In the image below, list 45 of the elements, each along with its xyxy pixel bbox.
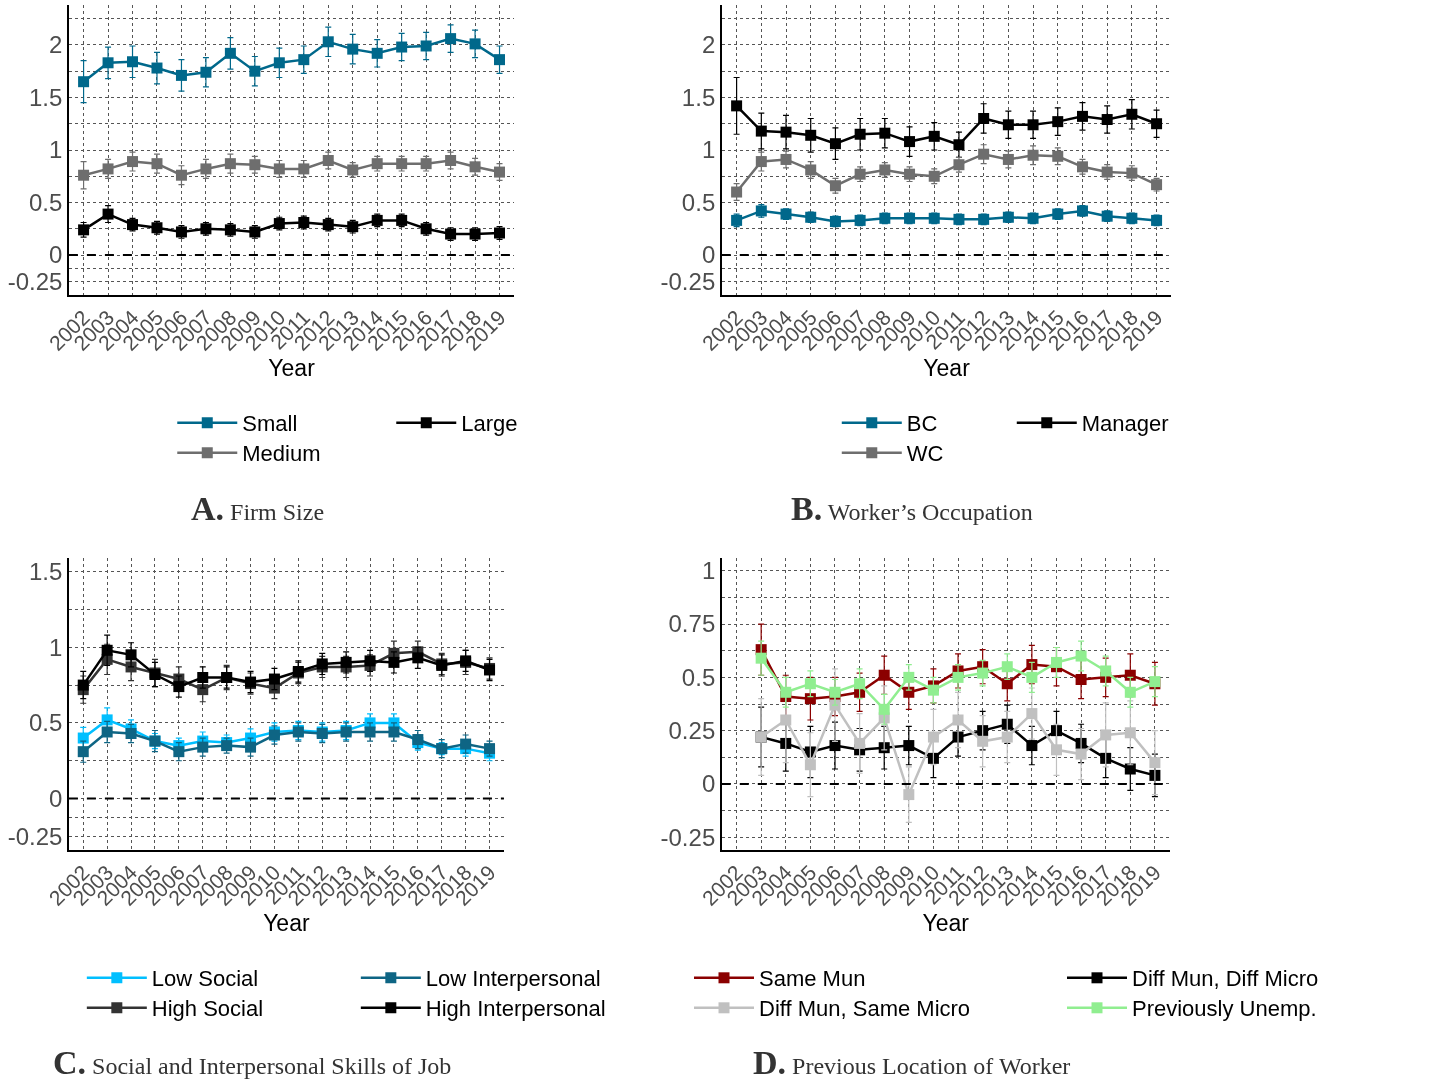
legend-label: Previously Unemp. [1132,996,1317,1022]
y-tick-label: -0.25 [660,823,716,851]
y-tick-label: 2 [701,31,716,59]
y-tick-label: 0 [701,241,716,269]
legend-label: BC [906,411,938,437]
legend-label: Medium [242,441,321,467]
legend-label: Manager [1081,411,1169,437]
y-tick-label: 0.5 [681,188,716,216]
text: C. Social and Interpersonal Skills of Job [53,1044,452,1079]
y-tick-label: 1 [49,136,63,164]
y-tick-label: 1.5 [681,83,716,111]
y-tick-label: 0 [49,784,63,812]
y-tick-label: 0.5 [28,709,63,737]
y-tick-label: 0 [49,241,63,269]
legend-label: Diff Mun, Diff Micro [1132,966,1319,992]
x-axis-title: Year [263,909,310,936]
y-tick-label: -0.25 [7,822,63,850]
legend-label: Diff Mun, Same Micro [759,996,971,1022]
y-tick-label: 0.5 [681,663,716,691]
y-tick-label: 0 [701,770,716,798]
x-axis-title: Year [922,909,970,936]
text: A. Firm Size [191,490,325,527]
y-tick-label: 1 [49,633,63,661]
text: D. Previous Location of Worker [753,1044,1071,1079]
legend-label: Low Social [151,966,259,992]
y-tick-label: -0.25 [7,267,63,295]
legend-label: Low Interpersonal [425,966,601,992]
legend-label: Same Mun [759,966,866,992]
legend-label: Small [242,411,298,437]
y-tick-label: 0.75 [668,610,716,638]
y-tick-label: 1.5 [28,558,63,586]
y-tick-label: 0.5 [28,188,63,216]
y-tick-label: -0.25 [660,267,716,295]
legend-label: Large [461,411,518,437]
x-axis-title: Year [268,354,316,381]
y-tick-label: 2 [49,31,63,59]
y-tick-label: 0.25 [668,717,716,745]
legend-label: High Social [151,996,264,1022]
text: B. Worker’s Occupation [791,490,1033,527]
y-tick-label: 1 [701,136,716,164]
y-tick-label: 1.5 [28,83,63,111]
legend-label: WC [906,441,944,467]
y-tick-label: 1 [701,557,716,585]
legend-label: High Interpersonal [425,996,606,1022]
x-axis-title: Year [923,354,971,381]
